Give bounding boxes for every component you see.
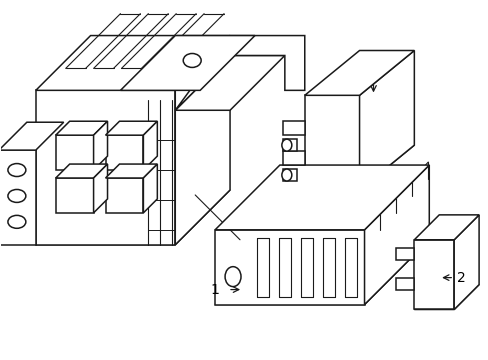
Polygon shape — [120, 36, 254, 90]
Polygon shape — [282, 151, 304, 165]
Polygon shape — [282, 139, 296, 151]
Text: 1: 1 — [210, 283, 219, 297]
Polygon shape — [93, 121, 107, 170]
Polygon shape — [93, 164, 107, 213]
Ellipse shape — [8, 215, 26, 228]
Polygon shape — [105, 164, 157, 178]
Polygon shape — [215, 240, 428, 305]
Polygon shape — [453, 215, 478, 310]
Ellipse shape — [8, 189, 26, 202]
Polygon shape — [282, 121, 304, 135]
Polygon shape — [56, 135, 93, 170]
Polygon shape — [396, 278, 413, 289]
Text: 2: 2 — [456, 271, 465, 285]
Polygon shape — [282, 169, 296, 181]
Polygon shape — [413, 215, 478, 240]
Polygon shape — [215, 165, 428, 230]
Polygon shape — [413, 240, 453, 310]
Polygon shape — [304, 95, 359, 190]
Polygon shape — [56, 121, 107, 135]
Ellipse shape — [281, 139, 291, 151]
Polygon shape — [105, 178, 143, 213]
Text: 3: 3 — [368, 55, 377, 69]
Ellipse shape — [281, 169, 291, 181]
Polygon shape — [56, 178, 93, 213]
Polygon shape — [413, 285, 478, 310]
Polygon shape — [143, 121, 157, 170]
Polygon shape — [36, 190, 229, 245]
Polygon shape — [56, 164, 107, 178]
Ellipse shape — [224, 267, 241, 287]
Polygon shape — [359, 50, 413, 190]
Polygon shape — [36, 90, 175, 245]
Polygon shape — [364, 165, 428, 305]
Polygon shape — [304, 50, 413, 95]
Ellipse shape — [183, 54, 201, 67]
Polygon shape — [143, 164, 157, 213]
Polygon shape — [105, 121, 157, 135]
Polygon shape — [175, 55, 285, 110]
Polygon shape — [175, 36, 229, 245]
Ellipse shape — [8, 163, 26, 176]
Polygon shape — [396, 248, 413, 260]
Polygon shape — [304, 145, 413, 190]
Polygon shape — [36, 36, 229, 90]
Polygon shape — [175, 36, 304, 110]
Polygon shape — [215, 230, 364, 305]
Polygon shape — [105, 135, 143, 170]
Polygon shape — [0, 122, 63, 150]
Polygon shape — [0, 150, 36, 245]
